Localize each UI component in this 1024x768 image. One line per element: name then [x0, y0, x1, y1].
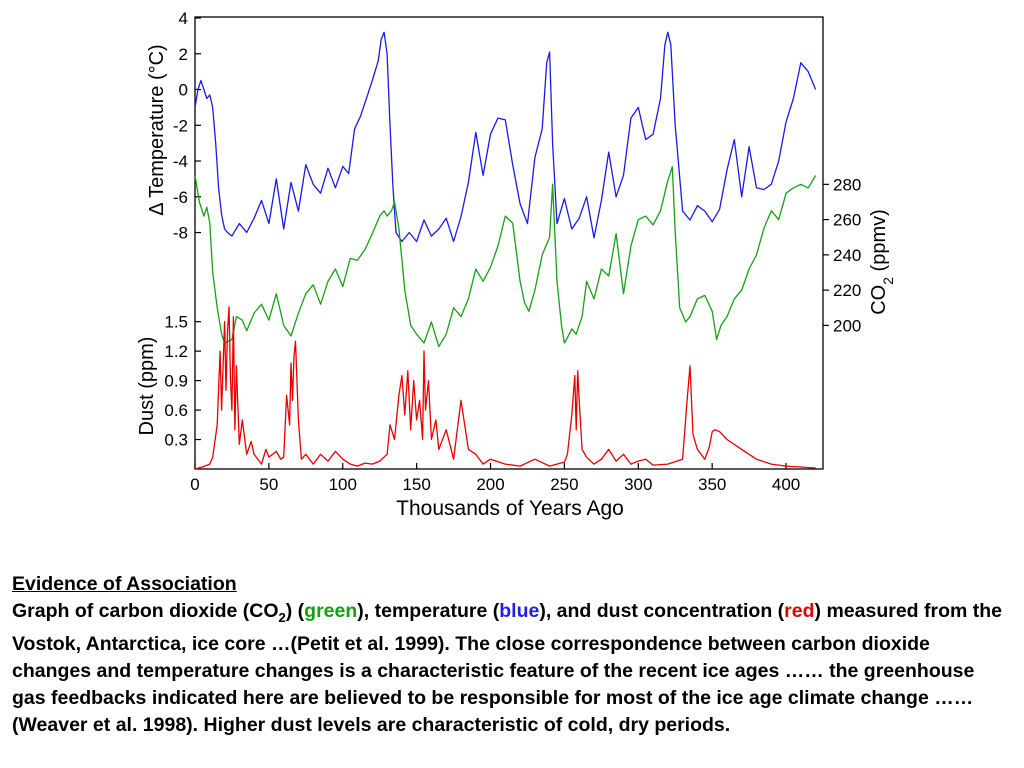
dust-y-tick-label: 1.2: [164, 342, 188, 361]
x-tick-label: 350: [698, 475, 726, 494]
dust-y-tick-label: 0.9: [164, 372, 188, 391]
x-tick-label: 300: [624, 475, 652, 494]
co2-y-tick-label: 200: [833, 316, 861, 335]
caption-text: Graph of carbon dioxide (CO2) (green), t…: [12, 600, 1002, 736]
co2-axis-title: CO2 (ppmv): [868, 209, 896, 315]
dust-y-tick-label: 0.6: [164, 401, 188, 420]
temperature-y-tick-label: -6: [173, 188, 188, 207]
chart-panels: 4 2 0 -2 -4 -6 -8 280 260 240 220 200 1.5 1.2 0.9 0.6 0.…: [164, 9, 861, 470]
x-tick-label: 100: [329, 475, 357, 494]
dust-series-line: [194, 306, 816, 470]
co2-y-tick-label: 260: [833, 211, 861, 230]
co2-y-tick-label: 240: [833, 246, 861, 265]
temperature-panel: 4 2 0 -2 -4 -6 -8: [173, 9, 817, 243]
dust-y-tick-label: 0.3: [164, 431, 188, 450]
dust-panel: 1.5 1.2 0.9 0.6 0.3: [164, 306, 816, 470]
co2-panel: 280 260 240 220 200: [194, 166, 861, 348]
temperature-y-tick-label: 2: [179, 45, 188, 64]
x-axis: 0 50 100 150 200 250 300 350 400: [190, 463, 800, 494]
x-tick-label: 0: [190, 475, 199, 494]
x-tick-label: 50: [259, 475, 278, 494]
co2-y-tick-label: 280: [833, 175, 861, 194]
temperature-y-tick-label: -4: [173, 152, 188, 171]
dust-y-tick-label: 1.5: [164, 313, 188, 332]
red-label: red: [784, 600, 815, 622]
caption-heading: Evidence of Association: [12, 573, 237, 595]
x-tick-label: 400: [772, 475, 800, 494]
temperature-y-tick-label: -8: [173, 224, 188, 243]
temperature-y-tick-label: -2: [173, 116, 188, 135]
temperature-y-tick-label: 0: [179, 81, 188, 100]
green-label: green: [304, 600, 358, 622]
co2-series-line: [194, 166, 817, 348]
temperature-y-tick-label: 4: [179, 9, 188, 28]
vostok-ice-core-chart: 0 50 100 150 200 250 300 350 400 420-2-4-6-82802…: [136, 9, 896, 520]
plot-frame: [194, 16, 824, 470]
x-tick-label: 250: [550, 475, 578, 494]
dust-axis-title: Dust (ppm): [136, 337, 158, 436]
x-tick-label: 200: [476, 475, 504, 494]
co2-y-tick-label: 220: [833, 281, 861, 300]
temperature-axis-title: Δ Temperature (°C): [146, 44, 168, 215]
blue-label: blue: [499, 600, 540, 622]
temperature-series-line: [194, 31, 817, 243]
x-tick-label: 150: [402, 475, 430, 494]
figure-caption: Evidence of Association Graph of carbon …: [12, 571, 1012, 739]
x-axis-title: Thousands of Years Ago: [396, 497, 624, 520]
